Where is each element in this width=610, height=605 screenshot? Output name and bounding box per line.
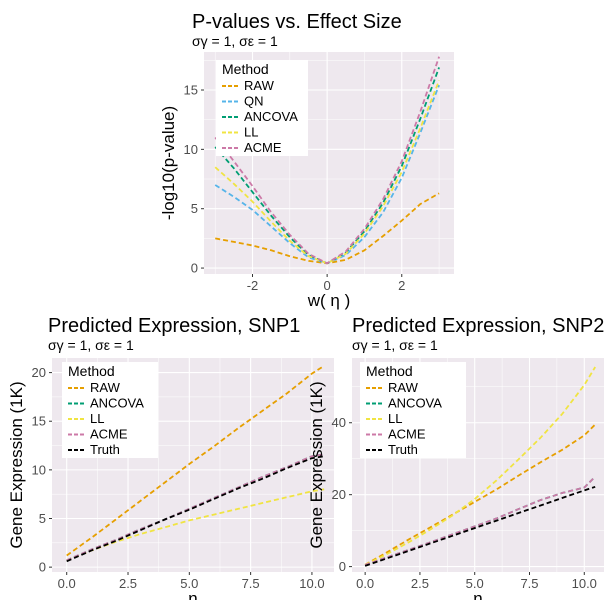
chart-snp2: 0.0 2.5 5.0 7.5 10.0 0 20 40 Predicted Expressio…: [307, 315, 604, 605]
legend-label: ACME: [388, 427, 426, 442]
legend-label: ANCOVA: [388, 396, 442, 411]
y-tick-label: 15: [32, 414, 46, 429]
legend-label: ACME: [90, 427, 128, 442]
x-axis-label: w( η ): [307, 291, 351, 310]
legend-label: LL: [90, 411, 104, 426]
chart-subtitle: σγ = 1, σε = 1: [192, 33, 278, 49]
y-tick-label: 10: [32, 462, 46, 477]
y-tick-label: 0: [339, 559, 346, 574]
x-tick-label: 2.5: [119, 576, 137, 591]
chart-title: Predicted Expression, SNP2: [352, 315, 604, 337]
series-line-raw: [66, 365, 325, 557]
x-tick-label: 2.5: [411, 576, 429, 591]
chart-snp1: 0.0 2.5 5.0 7.5 10.0 0 5 10 15 20 Predicted Expres…: [7, 315, 334, 605]
legend-label: Truth: [90, 442, 120, 457]
legend-label: ACME: [244, 140, 282, 155]
legend-label: ANCOVA: [244, 109, 298, 124]
x-axis-label: η: [188, 589, 197, 600]
y-axis-label: Gene Expression (1K): [307, 381, 326, 548]
x-tick-label: 5.0: [180, 576, 198, 591]
legend-title: Method: [68, 363, 115, 379]
y-tick-label: 0: [191, 261, 198, 276]
y-tick-label: 20: [32, 365, 46, 380]
x-tick-label: 5.0: [466, 576, 484, 591]
legend-box: [62, 362, 158, 458]
x-tick-label: 0.0: [58, 576, 76, 591]
series-line-acme: [214, 56, 440, 265]
y-tick-label: 40: [332, 415, 346, 430]
legend-label: Truth: [388, 442, 418, 457]
chart-title: Predicted Expression, SNP1: [48, 315, 300, 337]
x-tick-label: 10.0: [572, 576, 597, 591]
x-axis-label: η: [473, 589, 482, 600]
x-tick-label: 2: [398, 278, 405, 293]
chart-subtitle: σγ = 1, σε = 1: [352, 337, 438, 353]
y-tick-label: 10: [184, 142, 198, 157]
x-tick-label: 10.0: [299, 576, 324, 591]
legend-label: ANCOVA: [90, 396, 144, 411]
legend-label: RAW: [90, 380, 121, 395]
x-tick-label: 0: [324, 278, 331, 293]
x-tick-label: 7.5: [242, 576, 260, 591]
x-tick-label: -2: [247, 278, 259, 293]
chart-subtitle: σγ = 1, σε = 1: [48, 337, 134, 353]
series-line-truth: [66, 455, 325, 563]
series-line-ll: [364, 366, 596, 566]
legend-box: [216, 60, 308, 156]
y-axis-label: -log10(p-value): [159, 106, 178, 220]
legend-label: RAW: [388, 380, 419, 395]
x-tick-label: 7.5: [520, 576, 538, 591]
legend-label: QN: [244, 94, 264, 109]
y-axis-label: Gene Expression (1K): [7, 381, 26, 548]
y-tick-label: 5: [39, 511, 46, 526]
legend-label: LL: [388, 411, 402, 426]
legend-label: LL: [244, 125, 258, 140]
y-tick-label: 15: [184, 82, 198, 97]
y-tick-label: 5: [191, 201, 198, 216]
y-tick-label: 20: [332, 487, 346, 502]
series-line-raw: [364, 423, 596, 566]
legend-title: Method: [222, 61, 269, 77]
legend-box: [360, 362, 466, 458]
series-line-truth: [364, 485, 596, 567]
chart-title: P-values vs. Effect Size: [192, 11, 402, 33]
legend-label: RAW: [244, 78, 275, 93]
legend-title: Method: [366, 363, 413, 379]
y-tick-label: 0: [39, 560, 46, 575]
series-line-acme: [364, 476, 596, 566]
x-tick-label: 0.0: [356, 576, 374, 591]
